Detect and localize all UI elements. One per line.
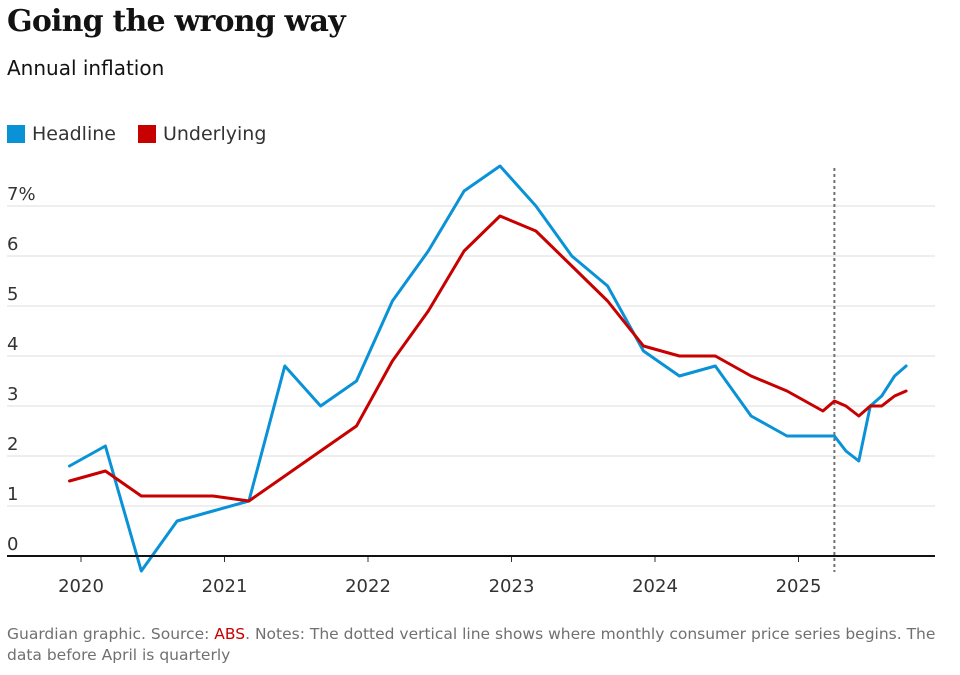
- y-tick-label: 4: [7, 334, 18, 355]
- y-tick-label: 3: [7, 384, 18, 405]
- legend-label-headline: Headline: [32, 123, 116, 145]
- x-tick-label: 2020: [58, 576, 104, 597]
- legend-item-headline: Headline: [7, 123, 116, 145]
- footer-notes: . Notes: The dotted vertical line shows …: [7, 625, 936, 664]
- line-chart: 0 1 2 3 4 5 6 7% 2020 2021 2022 2023 2024 2025: [7, 164, 935, 597]
- chart-subtitle: Annual inflation: [7, 56, 165, 80]
- x-tick-label: 2023: [489, 576, 535, 597]
- y-tick-label: 0: [7, 534, 18, 555]
- legend-swatch-headline: [7, 125, 25, 143]
- y-tick-label: 2: [7, 434, 18, 455]
- y-tick-label: 7%: [7, 184, 36, 205]
- y-tick-label: 5: [7, 284, 18, 305]
- x-tick-label: 2022: [345, 576, 391, 597]
- series-line-headline: [68, 164, 908, 573]
- chart-title: Going the wrong way: [7, 4, 346, 39]
- footer-prefix: Guardian graphic. Source:: [7, 625, 215, 643]
- series-line-underlying: [68, 214, 908, 503]
- y-tick-label: 6: [7, 234, 18, 255]
- chart-footer: Guardian graphic. Source: ABS. Notes: Th…: [7, 624, 947, 666]
- chart-legend: Headline Underlying: [7, 123, 288, 145]
- legend-swatch-underlying: [137, 125, 156, 143]
- legend-label-underlying: Underlying: [162, 123, 267, 145]
- x-tick-label: 2024: [632, 576, 678, 597]
- legend-item-underlying: Underlying: [137, 123, 267, 145]
- source-link[interactable]: ABS: [214, 625, 246, 643]
- y-tick-label: 1: [7, 484, 18, 505]
- x-tick-label: 2025: [776, 576, 822, 597]
- x-tick-label: 2021: [202, 576, 248, 597]
